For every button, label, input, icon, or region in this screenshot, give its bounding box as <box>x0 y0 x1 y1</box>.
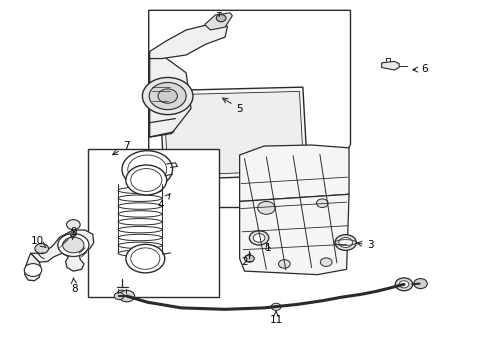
Text: 6: 6 <box>412 64 427 74</box>
Text: 7: 7 <box>112 141 130 155</box>
Polygon shape <box>149 23 227 59</box>
Text: 2: 2 <box>241 253 250 267</box>
Circle shape <box>257 202 275 214</box>
Circle shape <box>119 291 134 302</box>
Circle shape <box>271 303 281 310</box>
Circle shape <box>114 293 123 300</box>
Text: 8: 8 <box>71 278 78 294</box>
Ellipse shape <box>118 242 162 249</box>
Ellipse shape <box>118 250 162 256</box>
Polygon shape <box>25 253 41 281</box>
Text: 9: 9 <box>70 227 77 240</box>
Circle shape <box>66 220 80 230</box>
Text: 3: 3 <box>356 240 373 250</box>
Circle shape <box>70 232 76 237</box>
Circle shape <box>130 248 160 269</box>
Circle shape <box>244 255 254 262</box>
Polygon shape <box>149 55 191 137</box>
Circle shape <box>316 199 327 207</box>
Circle shape <box>334 235 356 250</box>
Circle shape <box>253 234 264 242</box>
Circle shape <box>394 278 412 291</box>
Polygon shape <box>30 230 94 271</box>
Circle shape <box>127 155 166 184</box>
Circle shape <box>216 15 225 22</box>
Circle shape <box>320 258 331 266</box>
Ellipse shape <box>118 219 162 225</box>
Circle shape <box>62 237 84 253</box>
Ellipse shape <box>118 211 162 217</box>
Polygon shape <box>239 145 348 202</box>
Circle shape <box>413 279 427 289</box>
Bar <box>88 149 219 297</box>
Circle shape <box>130 168 162 192</box>
Ellipse shape <box>118 234 162 241</box>
Circle shape <box>278 260 289 268</box>
Polygon shape <box>381 62 398 70</box>
Circle shape <box>158 89 177 103</box>
Polygon shape <box>159 87 307 180</box>
Ellipse shape <box>118 226 162 233</box>
Circle shape <box>24 264 41 276</box>
Circle shape <box>338 238 352 248</box>
Polygon shape <box>163 91 303 176</box>
Text: 5: 5 <box>222 98 243 113</box>
Circle shape <box>117 290 126 297</box>
Polygon shape <box>239 194 348 275</box>
Text: 1: 1 <box>264 243 271 253</box>
Circle shape <box>142 77 193 114</box>
Text: 10: 10 <box>30 236 46 248</box>
Circle shape <box>35 244 48 253</box>
Ellipse shape <box>118 195 162 202</box>
Text: 4: 4 <box>157 194 170 210</box>
Circle shape <box>398 281 408 288</box>
Circle shape <box>249 231 268 245</box>
Text: 11: 11 <box>269 311 282 325</box>
Ellipse shape <box>118 187 162 194</box>
Circle shape <box>125 244 164 273</box>
Circle shape <box>149 82 186 110</box>
Circle shape <box>58 234 89 256</box>
Ellipse shape <box>118 203 162 209</box>
Polygon shape <box>148 10 350 207</box>
Circle shape <box>125 165 166 195</box>
Polygon shape <box>204 13 232 30</box>
Circle shape <box>122 151 172 188</box>
